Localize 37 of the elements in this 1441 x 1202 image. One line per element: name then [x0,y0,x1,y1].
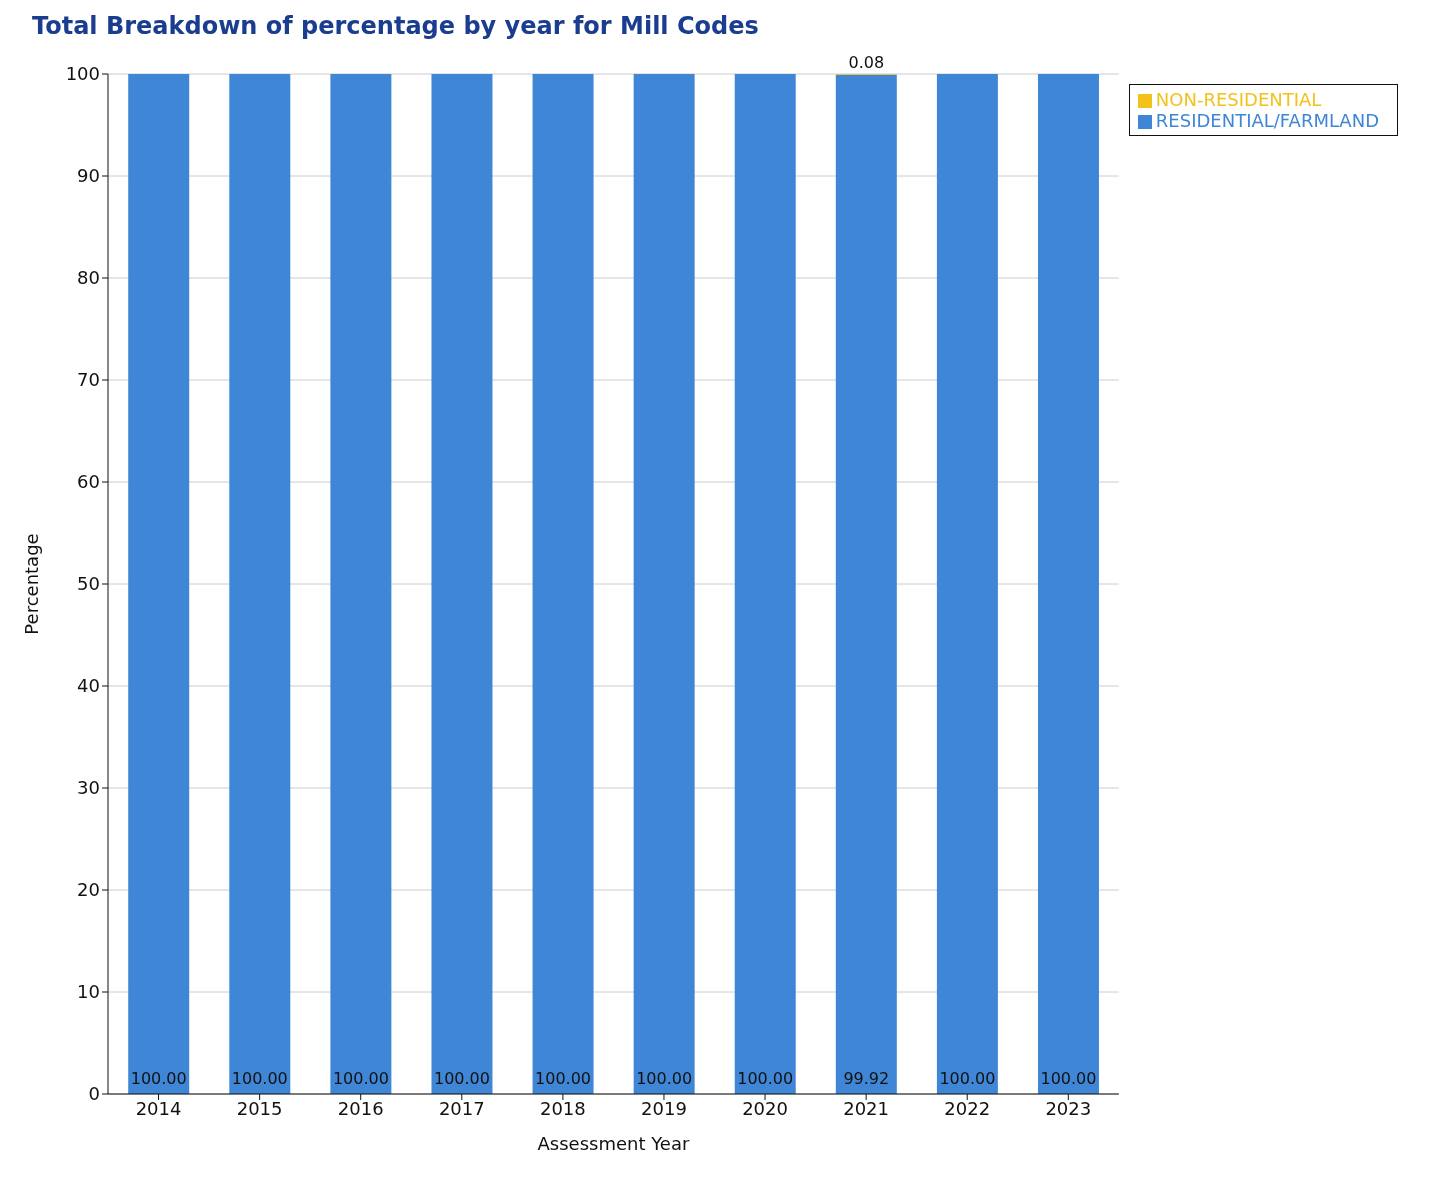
data-label: 100.00 [1040,1069,1097,1088]
x-axis-title: Assessment Year [537,1133,690,1154]
x-tick-label: 2018 [539,1097,586,1119]
data-label: 100.00 [231,1069,288,1088]
x-tick-label: 2019 [641,1097,687,1119]
y-tick-label: 0 [88,1083,100,1105]
x-tick-label: 2022 [944,1097,991,1119]
y-tick-label: 80 [77,267,100,289]
y-tick-label: 90 [77,165,100,187]
x-tick-label: 2023 [1045,1097,1092,1119]
y-tick-label: 50 [77,573,100,595]
data-label: 100.00 [737,1069,794,1088]
data-label: 100.00 [130,1069,187,1088]
legend-label: RESIDENTIAL/FARMLAND [1155,110,1379,131]
x-tick-label: 2016 [337,1097,384,1119]
y-tick-label: 40 [77,675,100,697]
y-axis-title: Percentage [21,533,43,635]
y-tick-label: 10 [77,981,100,1003]
x-tick-label: 2020 [742,1097,788,1119]
y-tick-label: 100 [65,63,100,85]
data-label: 0.08 [848,53,885,72]
y-tick-label: 70 [77,369,100,391]
x-tick-label: 2017 [438,1097,485,1119]
data-label: 99.92 [843,1069,890,1088]
y-tick-label: 60 [77,471,100,493]
data-label: 100.00 [433,1069,490,1088]
y-tick-label: 20 [77,879,100,901]
y-tick-label: 30 [77,777,100,799]
data-label: 100.00 [535,1069,592,1088]
x-tick-label: 2015 [236,1097,283,1119]
legend-label: NON-RESIDENTIAL [1155,89,1322,110]
data-label: 100.00 [939,1069,996,1088]
x-tick-label: 2014 [135,1097,182,1119]
data-label: 100.00 [636,1069,693,1088]
x-tick-label: 2021 [843,1097,890,1119]
data-label: 100.00 [332,1069,389,1088]
chart-title: Total Breakdown of percentage by year for Mill Codes [31,11,760,42]
